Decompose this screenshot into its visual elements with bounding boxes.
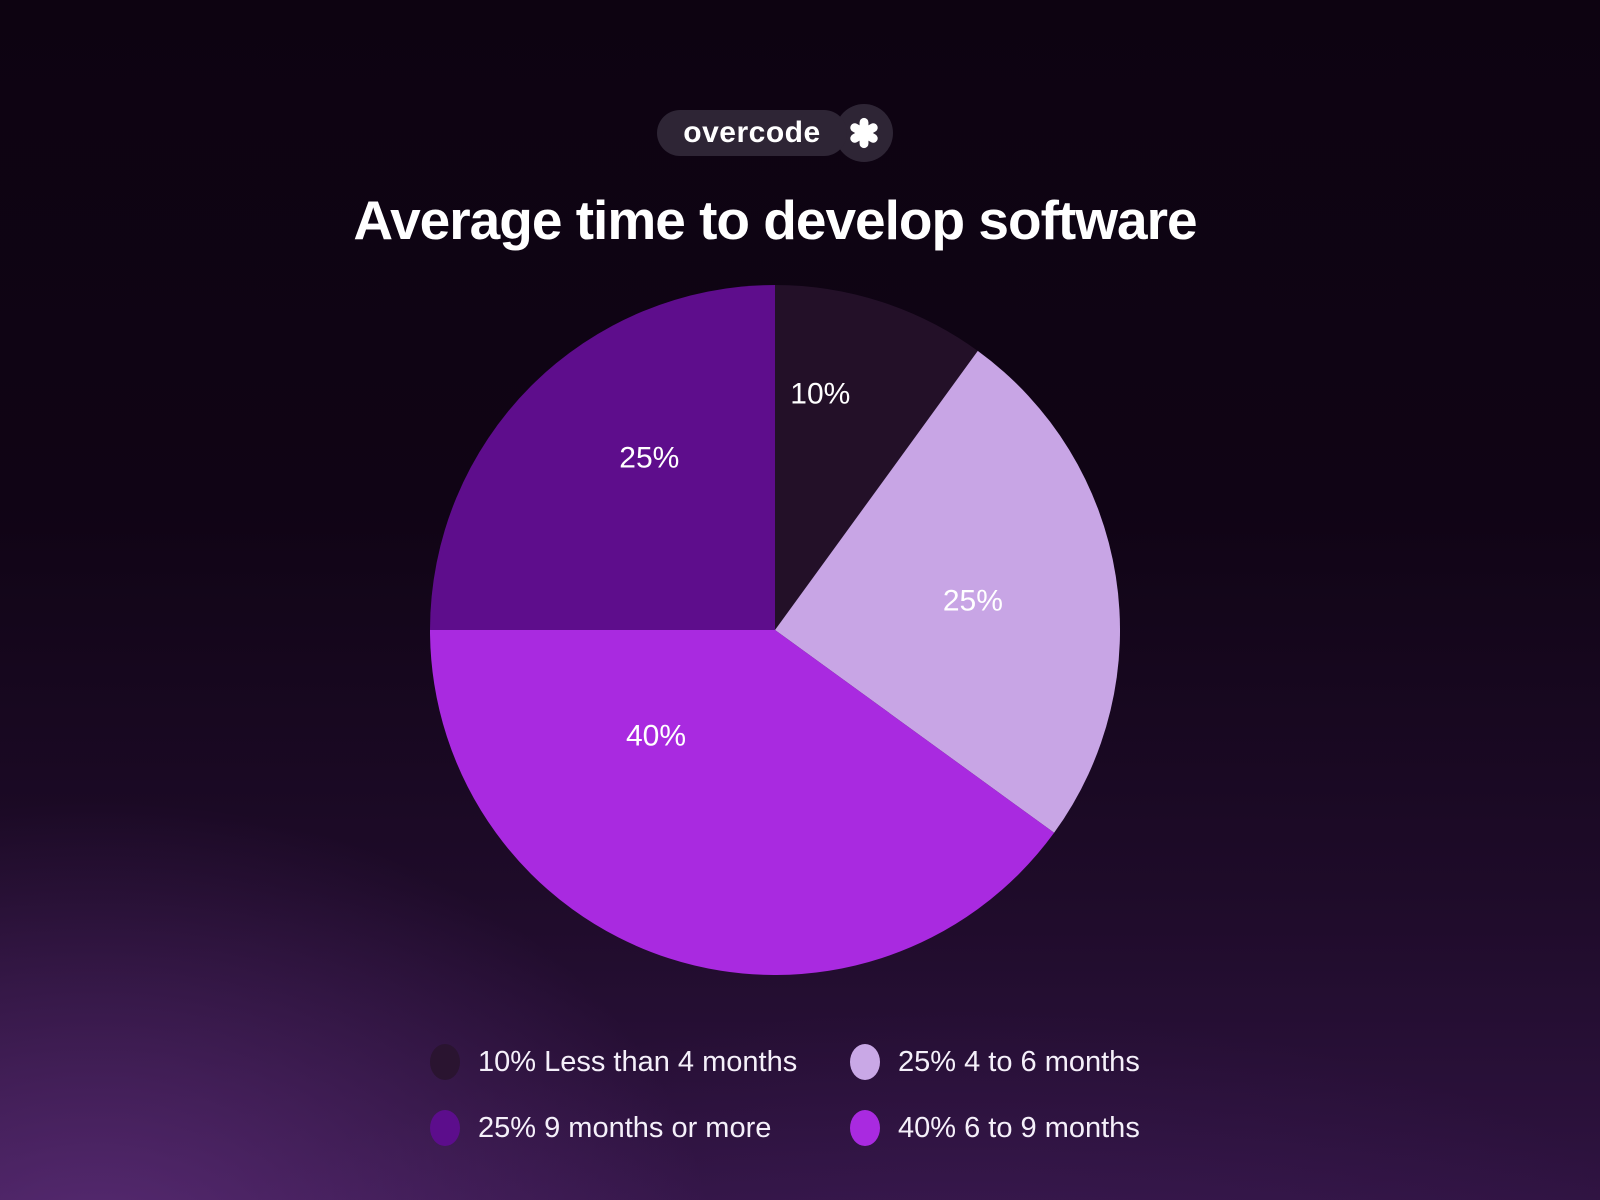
legend-swatch [430,1110,460,1146]
logo-badge: overcode [0,104,1550,162]
pie-slice-less-than-4-months [775,285,978,630]
legend-label: 25% 9 months or more [478,1111,772,1144]
pie-slice-6-to-9-months [430,630,1055,975]
legend-swatch [850,1110,880,1146]
legend: 10% Less than 4 months 25% 4 to 6 months… [430,1044,1270,1146]
pie-data-label: 10% [790,377,850,410]
logo-text: overcode [683,116,821,149]
pie-data-label: 25% [943,585,1003,618]
legend-label: 10% Less than 4 months [478,1045,798,1078]
pie-chart: 10% 25% 40% 25% [430,285,1120,975]
legend-label: 25% 4 to 6 months [898,1045,1140,1078]
legend-item: 40% 6 to 9 months [850,1110,1270,1146]
legend-label: 40% 6 to 9 months [898,1111,1140,1144]
pie-data-label: 25% [619,442,679,475]
legend-item: 25% 4 to 6 months [850,1044,1270,1080]
legend-item: 25% 9 months or more [430,1110,850,1146]
legend-swatch [850,1044,880,1080]
header: overcode Average time to develop softwar… [0,0,1550,250]
logo-pill: overcode [657,110,847,156]
pie-slice-4-to-6-months [775,350,1120,833]
legend-item: 10% Less than 4 months [430,1044,850,1080]
pie-data-label: 40% [626,720,686,753]
chart-title: Average time to develop software [353,189,1197,251]
pie-slice-9-months-or-more [430,285,775,630]
legend-swatch [430,1044,460,1080]
asterisk-icon [850,117,878,149]
